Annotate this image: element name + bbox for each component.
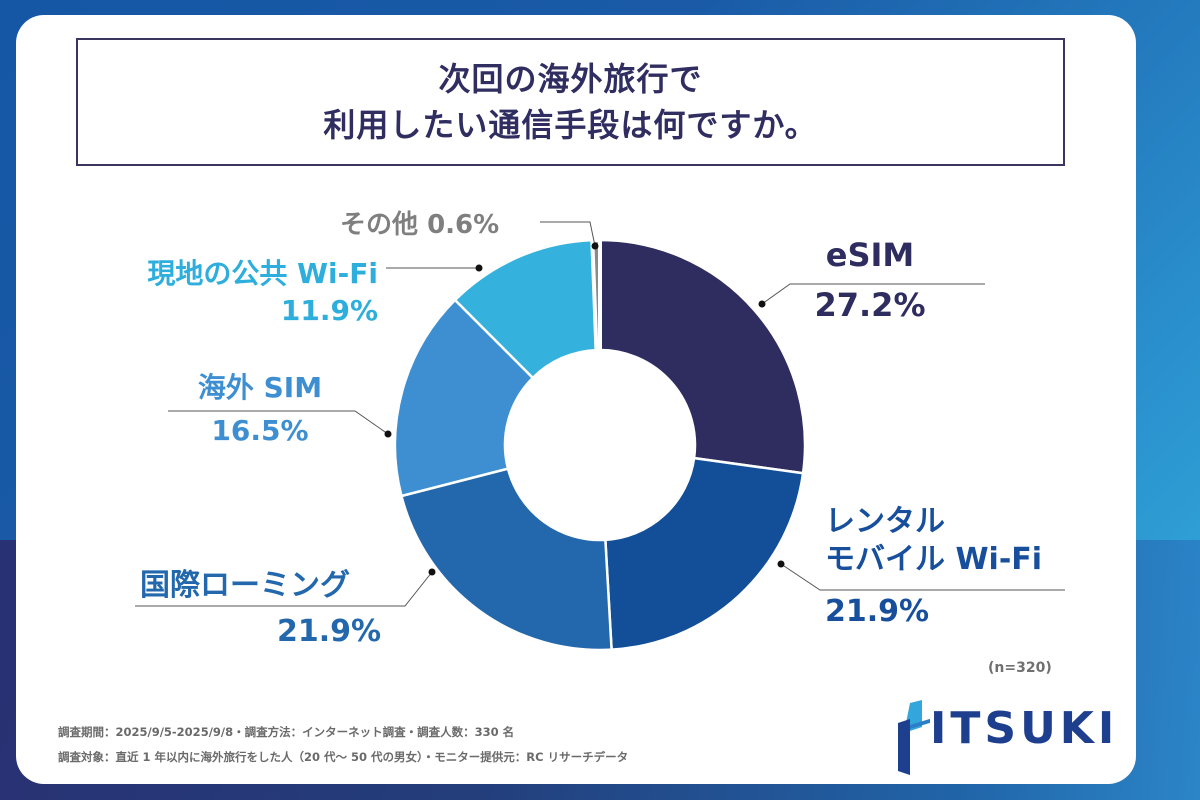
leader-dot-overseas-sim [384, 430, 392, 438]
title-box: 次回の海外旅行で 利用したい通信手段は何ですか。 [76, 38, 1065, 166]
logo-text: ITSUKI [930, 703, 1119, 754]
leader-dot-esim [758, 300, 766, 308]
label-rental-wifi-value: 21.9% [825, 594, 930, 629]
slice-other [590, 237, 602, 353]
footer-line-1: 調査期間：2025/9/5-2025/9/8・調査方法：インターネット調査・調査… [58, 725, 515, 739]
label-other-name: その他 [340, 210, 419, 240]
title-line-2: 利用したい通信手段は何ですか。 [323, 106, 818, 144]
label-public-wifi: 現地の公共 Wi-Fi 11.9% [113, 252, 378, 327]
label-rental-wifi-name-2: モバイル Wi-Fi [825, 542, 1043, 577]
label-esim-name: eSIM [825, 236, 915, 274]
title-line-1: 次回の海外旅行で [438, 60, 703, 98]
logo-mark-icon [898, 700, 930, 775]
leader-dot-other [591, 242, 599, 250]
label-public-wifi-value: 11.9% [280, 294, 378, 327]
leader-line-esim [761, 283, 985, 305]
label-esim-value: 27.2% [814, 286, 926, 324]
label-public-wifi-name: 現地の公共 Wi-Fi [147, 257, 378, 290]
slice-roaming [399, 467, 613, 652]
sample-size: (n=320) [988, 660, 1052, 676]
label-overseas-sim-name: 海外 SIM [197, 371, 323, 404]
slice-rental-wifi [604, 456, 805, 651]
label-roaming-value: 21.9% [277, 614, 382, 649]
leader-dot-roaming [428, 568, 436, 576]
label-other: その他 0.6% [340, 204, 499, 241]
leader-line-rental-wifi [780, 563, 1065, 591]
leader-line-overseas-sim [168, 410, 389, 435]
slice-esim [598, 238, 807, 475]
leader-dot-public-wifi [475, 264, 483, 272]
leader-dot-rental-wifi [777, 560, 785, 568]
slice-overseas-sim [393, 298, 535, 498]
footer-line-2: 調査対象：直近 1 年以内に海外旅行をした人（20 代～ 50 代の男女）・モニ… [58, 750, 629, 764]
label-other-value: 0.6% [427, 210, 500, 240]
content-card: 次回の海外旅行で 利用したい通信手段は何ですか。 [16, 15, 1136, 784]
itsuki-logo: ITSUKI [890, 695, 1140, 780]
leader-line-other [540, 221, 596, 247]
label-roaming: 国際ローミング 21.9% [140, 560, 381, 649]
label-esim: eSIM 27.2% [790, 236, 950, 324]
label-overseas-sim: 海外 SIM 16.5% [150, 366, 370, 447]
label-rental-wifi-name-1: レンタル [825, 504, 945, 539]
label-rental-wifi: レンタル モバイル Wi-Fi 21.9% [825, 503, 1042, 631]
leader-line-roaming [135, 571, 433, 607]
label-overseas-sim-value: 16.5% [211, 414, 309, 447]
label-roaming-name: 国際ローミング [140, 568, 350, 603]
